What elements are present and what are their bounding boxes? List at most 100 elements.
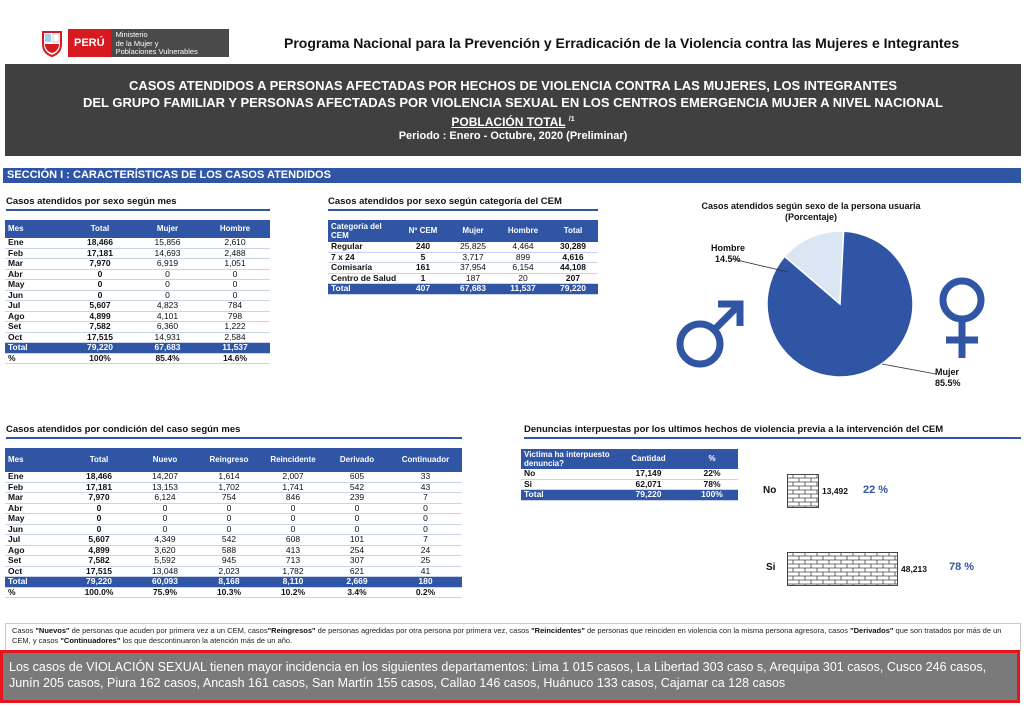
table-cell: 67,683 xyxy=(448,283,498,295)
table-cell: 1,782 xyxy=(261,566,325,577)
column-header: Mujer xyxy=(448,220,498,242)
table-cell: 6,124 xyxy=(133,492,197,504)
table-cell: 10.3% xyxy=(197,587,261,598)
table-row: Comisaría 161 37,954 6,154 44,108 xyxy=(328,262,598,274)
table-row: Abr 0 0 0 xyxy=(5,269,270,280)
logo-ministry-name: Ministerio de la Mujer y Poblaciones Vul… xyxy=(110,29,229,57)
table-cell: 608 xyxy=(261,534,325,546)
bar-si xyxy=(787,552,898,586)
table-cem: Categoría del CEM Nº CEM Mujer Hombre Total … xyxy=(328,220,598,295)
table-row: Regular 240 25,825 4,464 30,289 xyxy=(328,241,598,253)
table-cell: Abr xyxy=(5,503,65,514)
table-cell: Ene xyxy=(5,471,65,483)
table-cell: 0 xyxy=(65,269,135,280)
table-cell: 207 xyxy=(548,273,598,284)
column-header: Total xyxy=(65,448,133,472)
table-condicion: Mes Total Nuevo Reingreso Reincidente Derivad… xyxy=(5,448,462,598)
program-title: Programa Nacional para la Prevención y E… xyxy=(284,35,960,51)
table-cell: 0 xyxy=(200,290,270,301)
table-cell: 79,220 xyxy=(548,283,598,295)
table-cell: 0 xyxy=(65,513,133,525)
bar-no xyxy=(787,474,819,508)
bar-value-no: 13,492 xyxy=(822,486,848,496)
table-row: Ago 4,899 4,101 798 xyxy=(5,311,270,322)
table-cell: 0 xyxy=(135,290,200,301)
table-cell: 11,537 xyxy=(498,283,548,295)
table-cell: 0 xyxy=(133,503,197,514)
table-cell: 161 xyxy=(398,262,448,274)
table-cell: 307 xyxy=(325,555,389,567)
pie-leader-mujer xyxy=(881,363,937,375)
column-header: Reingreso xyxy=(197,448,261,472)
table-cell: 100.0% xyxy=(65,587,133,598)
total-row: Total 79,220 60,093 8,168 8,110 2,669 180 xyxy=(5,576,462,588)
table-cell: 33 xyxy=(389,471,462,483)
table-cell: % xyxy=(5,353,65,364)
banner-title-line2: DEL GRUPO FAMILIAR Y PERSONAS AFECTADAS … xyxy=(82,95,943,110)
table-cell: 240 xyxy=(398,241,448,253)
definitions-note: Casos "Nuevos" de personas que acuden po… xyxy=(5,623,1021,651)
column-header: Mes xyxy=(5,448,65,472)
table-cell: 2,584 xyxy=(200,332,270,343)
table-cell: 5,607 xyxy=(65,300,135,312)
column-header: Hombre xyxy=(498,220,548,242)
table-cell: 2,669 xyxy=(325,576,389,588)
table-cell: Si xyxy=(521,479,611,490)
table-cell: 8,110 xyxy=(261,576,325,588)
table-cell: 0 xyxy=(325,513,389,525)
table-cell: 0 xyxy=(133,524,197,535)
table-cell: 180 xyxy=(389,576,462,588)
bar-label-no: No xyxy=(763,485,777,496)
table-cell: 3.4% xyxy=(325,587,389,598)
table-cell: Regular xyxy=(328,241,398,253)
table-cell: 0 xyxy=(325,524,389,535)
column-header: Mes xyxy=(5,220,65,238)
table-cell: 79,220 xyxy=(65,576,133,588)
pie-slice-hombre xyxy=(783,230,845,306)
table-row: Feb 17,181 13,153 1,702 1,741 542 43 xyxy=(5,482,462,493)
table-cell: Centro de Salud xyxy=(328,273,398,284)
table-cell: 4,349 xyxy=(133,534,197,546)
table-row: Centro de Salud 1 187 20 207 xyxy=(328,273,598,284)
table-cell: 0 xyxy=(133,513,197,525)
bar-pct-no: 22 % xyxy=(863,484,889,496)
table-cell: Total xyxy=(328,283,398,295)
table-cell: 44,108 xyxy=(548,262,598,274)
table-cell: 17,149 xyxy=(611,468,686,480)
column-header: Reincidente xyxy=(261,448,325,472)
table-cell: No xyxy=(521,468,611,480)
table-cell: 17,181 xyxy=(65,248,135,259)
table-cell: 14,693 xyxy=(135,248,200,259)
table-cell: Jul xyxy=(5,300,65,312)
table-cell: 0 xyxy=(261,524,325,535)
column-header: Hombre xyxy=(200,220,270,238)
column-header: Mujer xyxy=(135,220,200,238)
table-cell: 13,048 xyxy=(133,566,197,577)
table-cell: 5,592 xyxy=(133,555,197,567)
banner-title-line1: CASOS ATENDIDOS A PERSONAS AFECTADAS POR… xyxy=(128,78,898,93)
table-row: 7 x 24 5 3,717 899 4,616 xyxy=(328,252,598,263)
table-cell: 41 xyxy=(389,566,462,577)
table-cell: 101 xyxy=(325,534,389,546)
section-title: SECCIÓN I : CARACTERÍSTICAS DE LOS CASOS… xyxy=(3,168,1021,183)
table-cell: Comisaría xyxy=(328,262,398,274)
male-symbol-icon xyxy=(676,300,744,368)
table-cell: 7 xyxy=(389,492,462,504)
table-cell: 0 xyxy=(197,503,261,514)
table-cell: 713 xyxy=(261,555,325,567)
table-cell: 1,614 xyxy=(197,471,261,483)
table-cell: 4,464 xyxy=(498,241,548,253)
table-cell: 2,023 xyxy=(197,566,261,577)
column-header: Total xyxy=(548,220,598,242)
table-cell: 1,222 xyxy=(200,321,270,333)
table-cell: 899 xyxy=(498,252,548,263)
table-row: Jul 5,607 4,823 784 xyxy=(5,300,270,312)
table-cell: 7 xyxy=(389,534,462,546)
table-cell: 4,616 xyxy=(548,252,598,263)
table-cell: Jul xyxy=(5,534,65,546)
table-cell: 62,071 xyxy=(611,479,686,490)
table-cell: 542 xyxy=(325,482,389,493)
table-row: No 17,149 22% xyxy=(521,468,738,480)
table-cell: Ago xyxy=(5,311,65,322)
table-row: Ene 18,466 14,207 1,614 2,007 605 33 xyxy=(5,471,462,483)
